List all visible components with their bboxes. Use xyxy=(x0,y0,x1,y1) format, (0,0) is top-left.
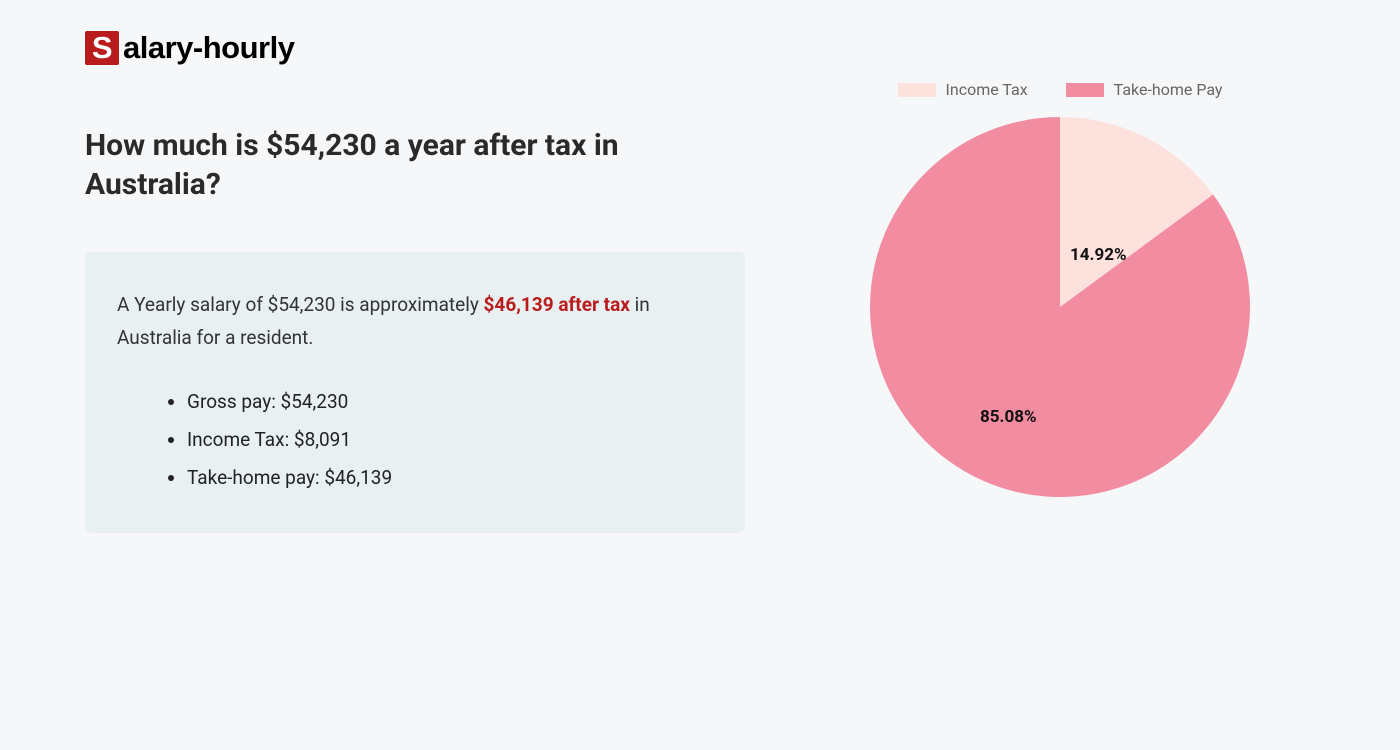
logo-badge: S xyxy=(85,31,119,65)
list-item: Take-home pay: $46,139 xyxy=(187,459,713,497)
slice-label-take-home: 85.08% xyxy=(980,407,1037,427)
logo-text: alary-hourly xyxy=(123,30,294,66)
breakdown-list: Gross pay: $54,230 Income Tax: $8,091 Ta… xyxy=(117,383,713,497)
page-title: How much is $54,230 a year after tax in … xyxy=(85,126,745,204)
summary-highlight: $46,139 after tax xyxy=(484,293,630,316)
legend-swatch xyxy=(898,83,936,97)
list-item: Gross pay: $54,230 xyxy=(187,383,713,421)
summary-text: A Yearly salary of $54,230 is approximat… xyxy=(117,288,713,355)
site-logo: Salary-hourly xyxy=(85,30,745,66)
legend-item-take-home: Take-home Pay xyxy=(1066,80,1223,99)
list-item: Income Tax: $8,091 xyxy=(187,421,713,459)
legend-swatch xyxy=(1066,83,1104,97)
pie-svg xyxy=(870,117,1250,497)
chart-legend: Income Tax Take-home Pay xyxy=(898,80,1223,99)
legend-label: Income Tax xyxy=(946,80,1028,99)
summary-box: A Yearly salary of $54,230 is approximat… xyxy=(85,252,745,533)
summary-pre: A Yearly salary of $54,230 is approximat… xyxy=(117,293,484,316)
pie-chart: 14.92% 85.08% xyxy=(870,117,1250,497)
slice-label-income-tax: 14.92% xyxy=(1070,245,1127,265)
legend-label: Take-home Pay xyxy=(1114,80,1223,99)
legend-item-income-tax: Income Tax xyxy=(898,80,1028,99)
